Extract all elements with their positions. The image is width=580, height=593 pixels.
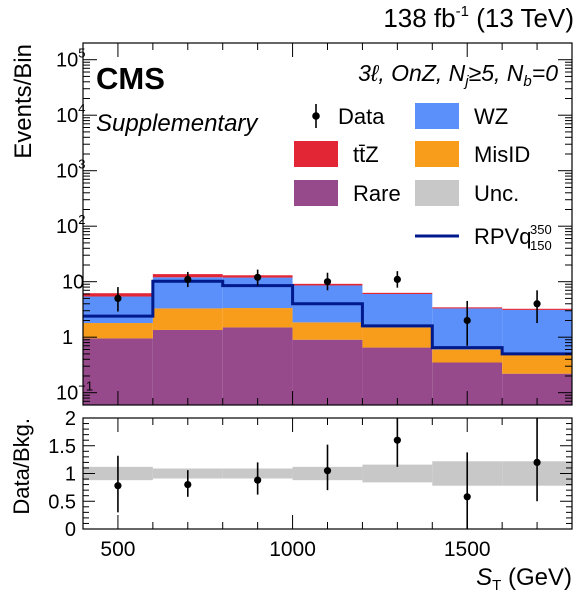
- legend-label-data: Data: [338, 104, 385, 129]
- ratio-x-axis: 500 1000 1500: [82, 418, 573, 561]
- legend-swatch-ttz: [294, 141, 338, 167]
- legend-swatch-rare: [294, 180, 338, 206]
- legend-label-signal-sup: 350: [530, 222, 552, 237]
- legend-entry-data: Data: [312, 104, 385, 129]
- unc-band-bin-4: [362, 464, 433, 483]
- main-y-tick-label-base: 10: [56, 216, 78, 238]
- legend-swatch-unc: [415, 180, 459, 206]
- legend-label-ttz: tt̄Z: [353, 142, 379, 167]
- bar-rare-bin-3: [292, 339, 363, 405]
- ratio-point-6: [533, 458, 541, 466]
- stacked-histogram: [83, 274, 572, 405]
- main-y-tick-label: 1: [62, 327, 73, 349]
- data-point-6: [533, 300, 541, 308]
- bar-misid-bin-2: [222, 308, 293, 328]
- main-y-tick-label-exp: 3: [78, 157, 85, 172]
- main-y-tick-label: 103: [56, 157, 85, 183]
- main-y-tick-label-base: 10: [56, 50, 78, 72]
- ratio-point-1: [184, 481, 192, 489]
- legend-label-signal-sub: 150: [530, 238, 552, 253]
- ratio-y-tick-label: 0.5: [48, 491, 76, 513]
- main-y-tick-label-exp: 2: [78, 212, 85, 227]
- x-tick-label: 500: [100, 538, 135, 561]
- bar-rare-bin-2: [222, 327, 293, 405]
- main-y-tick-label-exp: −1: [78, 379, 93, 394]
- main-y-tick-label-base: 10: [56, 161, 78, 183]
- legend-data-marker: [312, 112, 320, 120]
- legend-label-misid: MisID: [474, 142, 530, 167]
- main-y-tick-label: 105: [56, 46, 85, 72]
- main-y-tick-label-exp: 5: [78, 46, 85, 61]
- ratio-point-0: [114, 482, 122, 490]
- data-point-0: [114, 294, 122, 303]
- ratio-point-3: [323, 467, 332, 475]
- selection-label: 3ℓ, OnZ, Nj≥5, Nb=0: [358, 60, 558, 90]
- ratio-y-tick-label: 2: [65, 408, 76, 430]
- data-point-1: [184, 275, 192, 283]
- legend-label-wz: WZ: [474, 104, 508, 129]
- bar-misid-bin-6: [502, 353, 572, 374]
- legend-entry-signal: RPVq 350 150: [415, 222, 552, 253]
- legend-entry-rare: Rare: [294, 180, 401, 206]
- bar-rare-bin-1: [152, 329, 223, 405]
- ratio-point-5: [463, 493, 471, 501]
- x-tick-label: 1000: [269, 538, 316, 561]
- data-point-4: [393, 275, 401, 283]
- main-y-tick-label-base: 10: [56, 105, 78, 127]
- bar-misid-bin-1: [152, 308, 223, 330]
- main-y-tick-label: 10: [62, 272, 84, 294]
- cms-label: CMS: [96, 61, 165, 96]
- ratio-y-tick-label: 1.5: [48, 436, 76, 458]
- main-y-tick-label-base: 10: [56, 383, 78, 405]
- main-y-tick-label: 104: [56, 101, 85, 127]
- main-y-tick-label-base: 1: [62, 327, 73, 349]
- bar-rare-bin-4: [362, 347, 433, 405]
- supplementary-label: Supplementary: [96, 110, 259, 137]
- legend-entry-ttz: tt̄Z: [294, 141, 379, 167]
- ratio-point-4: [393, 436, 401, 444]
- signal-histogram: [83, 279, 572, 356]
- bar-misid-bin-3: [292, 322, 363, 340]
- bar-misid-bin-4: [362, 327, 433, 348]
- main-y-tick-label: 102: [56, 212, 85, 238]
- bar-misid-bin-0: [83, 323, 153, 339]
- main-y-tick-label: 10−1: [56, 379, 93, 405]
- x-tick-label: 1500: [444, 538, 491, 561]
- legend: Data WZ tt̄Z MisID Rare Unc. RPVq 350 15…: [294, 103, 552, 253]
- legend-entry-misid: MisID: [415, 141, 530, 167]
- ratio-point-2: [254, 476, 262, 484]
- main-y-tick-label-base: 10: [62, 272, 84, 294]
- lumi-label: 138 fb-1 (13 TeV): [383, 3, 574, 33]
- legend-swatch-wz: [415, 103, 459, 129]
- legend-entry-unc: Unc.: [415, 180, 519, 206]
- legend-label-unc: Unc.: [474, 181, 519, 206]
- bar-misid-bin-5: [432, 349, 503, 363]
- data-point-2: [254, 273, 262, 281]
- data-point-5: [463, 316, 471, 325]
- data-point-3: [323, 278, 332, 286]
- ratio-y-axis: 0 0.5 1 1.5 2: [48, 408, 572, 541]
- legend-entry-wz: WZ: [415, 103, 508, 129]
- bar-wz-bin-4: [362, 294, 433, 328]
- ratio-y-tick-label: 1: [65, 464, 76, 486]
- bar-ttz-bin-4: [362, 292, 433, 295]
- main-y-tick-label-exp: 4: [78, 101, 85, 116]
- legend-swatch-misid: [415, 141, 459, 167]
- x-axis-title: ST (GeV): [476, 564, 572, 593]
- signal-line: [83, 279, 572, 356]
- main-x-axis: [82, 43, 573, 405]
- legend-label-signal: RPVq: [474, 224, 531, 249]
- legend-label-rare: Rare: [353, 181, 401, 206]
- main-y-axis-label: Events/Bin: [10, 44, 37, 159]
- ratio-y-tick-label: 0: [65, 519, 76, 541]
- ratio-y-axis-label: Data/Bkg.: [9, 418, 34, 515]
- data-points: [114, 269, 541, 346]
